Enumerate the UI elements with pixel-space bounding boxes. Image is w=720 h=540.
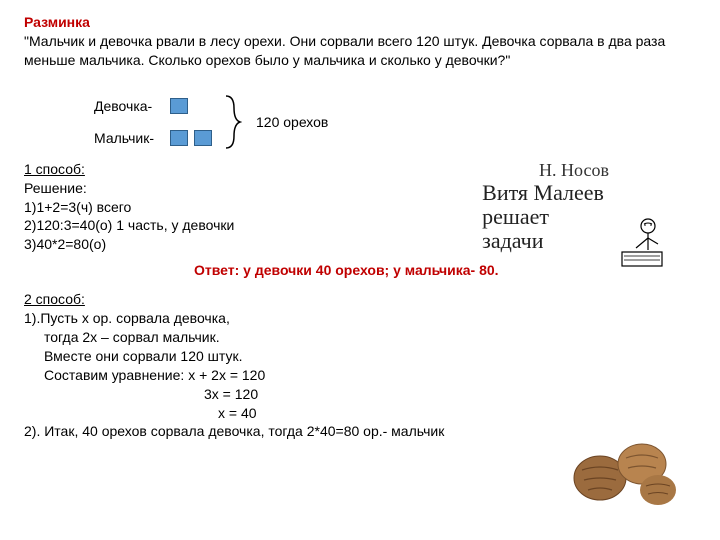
student-drawing-icon — [614, 214, 666, 275]
book-title-line2: решает — [482, 204, 549, 229]
method2-line4: Составим уравнение: х + 2х = 120 — [24, 366, 696, 385]
boy-row: Мальчик- — [94, 130, 212, 146]
girl-label: Девочка- — [94, 98, 164, 114]
method2-line2: тогда 2х – сорвал мальчик. — [24, 328, 696, 347]
book-title-line1: Витя Малеев — [482, 180, 604, 205]
brace-icon — [224, 94, 242, 150]
author-name: Н. Носов — [454, 160, 694, 181]
unit-box-icon — [170, 98, 188, 114]
method2-line1: 1).Пусть х ор. сорвала девочка, — [24, 309, 696, 328]
method2-line3: Вместе они сорвали 120 штук. — [24, 347, 696, 366]
unit-box-icon — [170, 130, 188, 146]
method2-heading: 2 способ: — [24, 291, 85, 307]
method-2: 2 способ: 1).Пусть х ор. сорвала девочка… — [24, 290, 696, 441]
girl-row: Девочка- — [94, 98, 212, 114]
problem-statement: "Мальчик и девочка рвали в лесу орехи. О… — [24, 32, 696, 70]
method1-heading: 1 способ: — [24, 161, 85, 177]
walnuts-image-icon — [560, 420, 690, 510]
total-label: 120 орехов — [256, 114, 328, 130]
bar-diagram: Девочка- Мальчик- 120 орехов — [94, 94, 696, 150]
boy-label: Мальчик- — [94, 130, 164, 146]
unit-box-icon — [194, 130, 212, 146]
book-title-line3: задачи — [482, 228, 543, 253]
warmup-title: Разминка — [24, 14, 696, 30]
book-illustration: Н. Носов Витя Малеев решает задачи — [454, 160, 694, 275]
method2-line5: 3х = 120 — [24, 385, 696, 404]
